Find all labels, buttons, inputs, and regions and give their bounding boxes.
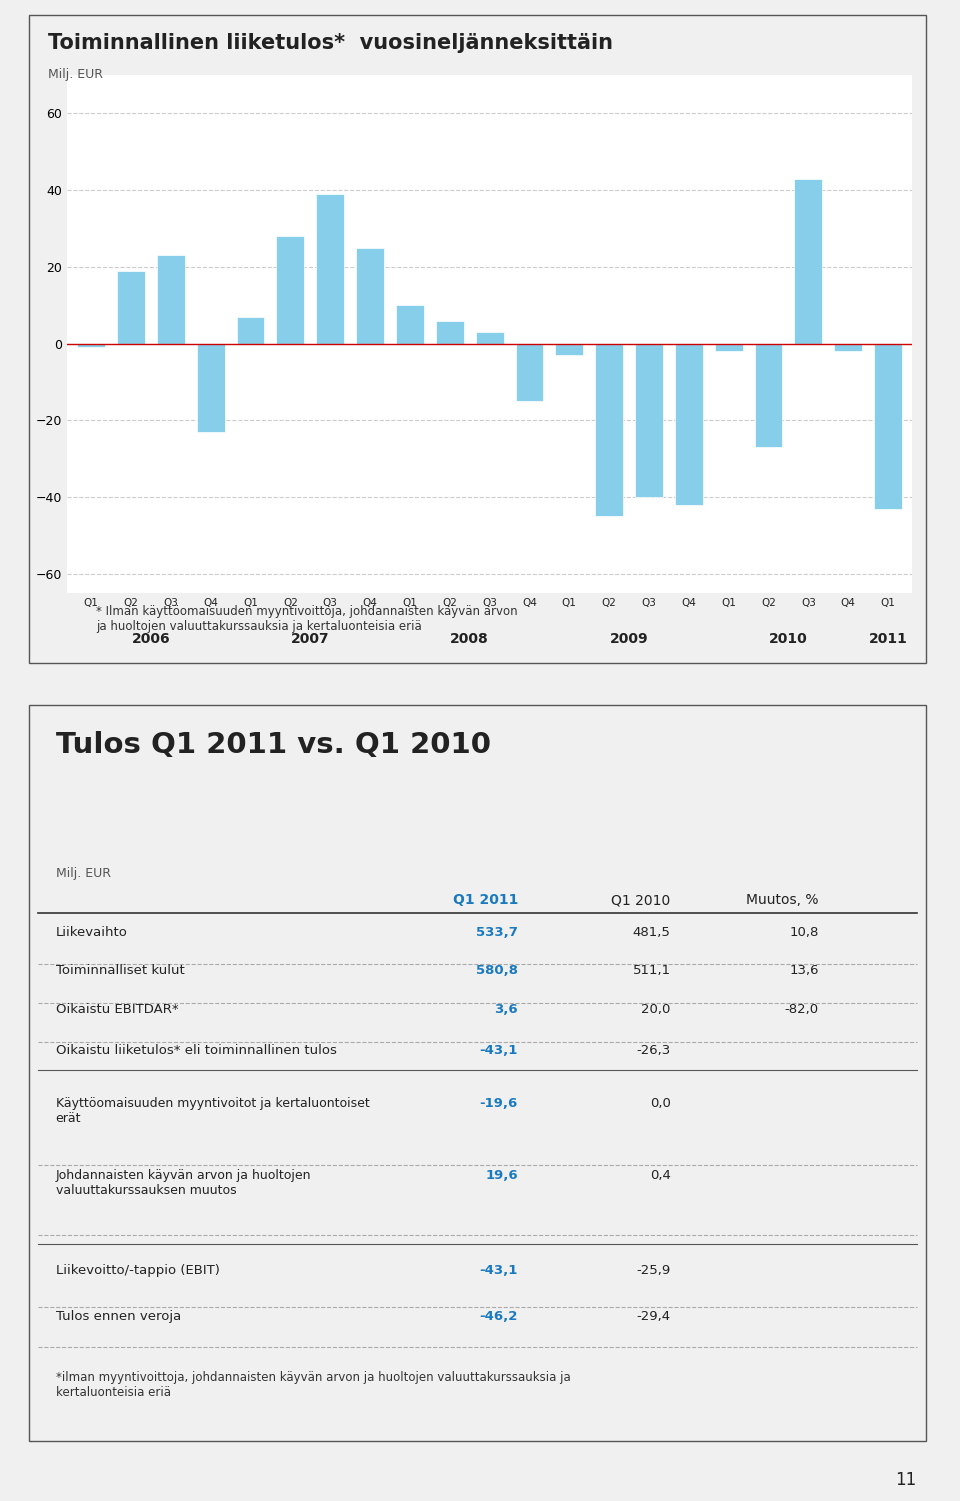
Bar <box>675 344 703 504</box>
Text: Toiminnallinen liiketulos*  vuosineljänneksittäin: Toiminnallinen liiketulos* vuosineljänne… <box>48 33 613 53</box>
Bar <box>436 321 464 344</box>
Text: Oikaistu liiketulos* eli toiminnallinen tulos: Oikaistu liiketulos* eli toiminnallinen … <box>56 1043 337 1057</box>
Text: -26,3: -26,3 <box>636 1043 671 1057</box>
Text: -25,9: -25,9 <box>636 1264 671 1277</box>
Text: -19,6: -19,6 <box>480 1097 518 1109</box>
Bar <box>316 194 344 344</box>
Bar <box>117 270 145 344</box>
Text: Johdannaisten käyvän arvon ja huoltojen
valuuttakurssauksen muutos: Johdannaisten käyvän arvon ja huoltojen … <box>56 1169 311 1196</box>
Text: 19,6: 19,6 <box>486 1169 518 1181</box>
Text: 10,8: 10,8 <box>789 926 819 940</box>
Bar <box>516 344 543 401</box>
Text: Q1 2011: Q1 2011 <box>452 893 518 907</box>
Text: 2007: 2007 <box>291 632 329 645</box>
Text: Milj. EUR: Milj. EUR <box>48 68 103 81</box>
Text: 580,8: 580,8 <box>476 964 518 977</box>
Bar <box>834 344 862 351</box>
Bar <box>276 236 304 344</box>
Text: Tulos Q1 2011 vs. Q1 2010: Tulos Q1 2011 vs. Q1 2010 <box>56 731 491 760</box>
Text: 3,6: 3,6 <box>494 1003 518 1016</box>
Text: 20,0: 20,0 <box>641 1003 671 1016</box>
Bar <box>197 344 225 432</box>
Text: 2009: 2009 <box>610 632 648 645</box>
Text: Liikevoitto/-tappio (EBIT): Liikevoitto/-tappio (EBIT) <box>56 1264 220 1277</box>
Bar <box>595 344 623 516</box>
Text: Oikaistu EBITDAR*: Oikaistu EBITDAR* <box>56 1003 179 1016</box>
Text: 0,0: 0,0 <box>650 1097 671 1109</box>
Text: -82,0: -82,0 <box>784 1003 819 1016</box>
Bar <box>236 317 264 344</box>
Bar <box>636 344 663 497</box>
Text: -29,4: -29,4 <box>636 1310 671 1322</box>
Text: 533,7: 533,7 <box>476 926 518 940</box>
Bar <box>795 179 823 344</box>
Bar <box>356 248 384 344</box>
Text: 481,5: 481,5 <box>633 926 671 940</box>
Text: 2011: 2011 <box>869 632 907 645</box>
Text: 511,1: 511,1 <box>633 964 671 977</box>
Text: 2006: 2006 <box>132 632 170 645</box>
Text: * Ilman käyttöomaisuuden myyntivoittoja, johdannaisten käyvän arvon
ja huoltojen: * Ilman käyttöomaisuuden myyntivoittoja,… <box>96 605 517 633</box>
Text: Tulos ennen veroja: Tulos ennen veroja <box>56 1310 181 1322</box>
Text: Käyttöomaisuuden myyntivoitot ja kertaluontoiset
erät: Käyttöomaisuuden myyntivoitot ja kertalu… <box>56 1097 370 1124</box>
Text: 11: 11 <box>896 1471 917 1489</box>
Text: -46,2: -46,2 <box>480 1310 518 1322</box>
Bar <box>156 255 184 344</box>
Text: 13,6: 13,6 <box>789 964 819 977</box>
Text: -43,1: -43,1 <box>480 1264 518 1277</box>
Bar <box>755 344 782 447</box>
Text: 2010: 2010 <box>769 632 808 645</box>
Text: Milj. EUR: Milj. EUR <box>56 868 110 880</box>
Text: 2008: 2008 <box>450 632 489 645</box>
Text: Q1 2010: Q1 2010 <box>612 893 671 907</box>
Text: Liikevaihto: Liikevaihto <box>56 926 128 940</box>
Text: 0,4: 0,4 <box>650 1169 671 1181</box>
Bar <box>396 305 424 344</box>
Text: Muutos, %: Muutos, % <box>746 893 819 907</box>
Text: Toiminnalliset kulut: Toiminnalliset kulut <box>56 964 184 977</box>
Bar <box>77 344 105 347</box>
Bar <box>715 344 743 351</box>
Bar <box>475 332 504 344</box>
Bar <box>555 344 584 356</box>
Text: *ilman myyntivoittoja, johdannaisten käyvän arvon ja huoltojen valuuttakurssauks: *ilman myyntivoittoja, johdannaisten käy… <box>56 1370 570 1399</box>
Text: -43,1: -43,1 <box>480 1043 518 1057</box>
Bar <box>875 344 902 509</box>
